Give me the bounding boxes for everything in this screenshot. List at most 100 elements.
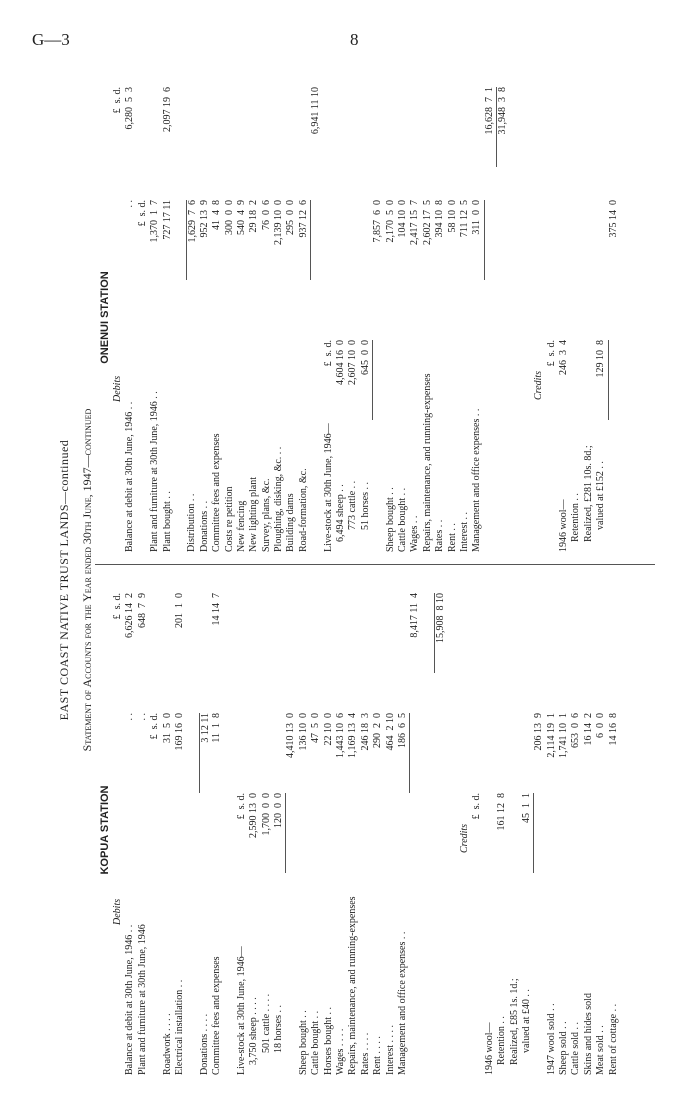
amount-c2: 41 4 8 [211, 200, 223, 230]
table-row: Donations . . . . 3 12 11 [198, 575, 213, 1075]
table-row: Rates . . 394 10 8 [434, 82, 446, 552]
amount-c1 [607, 340, 609, 420]
table-row: 15,908 8 10 [434, 575, 448, 1075]
table-row: Roadwork . . . . 31 5 0 [162, 575, 174, 1075]
amount-c2: 3 12 11 [198, 713, 213, 793]
amount-c2: £ s. d. [149, 713, 161, 740]
row-label: Cattle bought . . [310, 1010, 322, 1075]
table-row: Cattle bought . . 104 10 0 [397, 82, 409, 552]
row-label: Cattle bought . . [396, 487, 408, 552]
table-row: 501 cattle . . . . 1,700 0 0 [261, 575, 273, 1075]
table-row: Committee fees and expenses 41 4 8 [211, 82, 223, 552]
table-row: 1947 wool sold . . 2,114 19 1 [546, 575, 558, 1075]
amount-c2: 937 12 6 [297, 200, 309, 238]
row-label: valued at £40 . . [520, 989, 532, 1053]
amount-c3: 16,628 7 1 [483, 87, 495, 135]
document-title: EAST COAST NATIVE TRUST LANDS—continued [57, 439, 71, 721]
amount-c2: 206 13 9 [533, 713, 545, 751]
row-label: Realized, £281 10s. 8d.; [582, 445, 594, 542]
section-heading-row: Debits £ s. d. [112, 82, 124, 552]
row-label: 51 horses . . [359, 481, 371, 530]
amount-c2: 169 16 0 [173, 713, 185, 751]
row-label: Balance at debit at 30th June, 1946 . . [124, 401, 136, 552]
table-row: 206 13 9 [533, 575, 545, 1075]
row-label: Live-stock at 30th June, 1946— [322, 423, 334, 552]
row-label: 773 cattle . . [347, 480, 359, 530]
row-label: Roadwork . . . . [161, 1013, 173, 1075]
amount-c1 [372, 340, 374, 420]
table-row: Horses bought . . 22 10 0 [323, 575, 335, 1075]
table-row: Ploughing, disking, &c. . . 2,139 10 0 [273, 82, 285, 552]
row-label: Wages . . [409, 515, 421, 552]
row-label: Management and office expenses . . [396, 931, 408, 1075]
amount-c2: 711 12 5 [458, 200, 470, 238]
row-label: Retention . . [570, 493, 582, 542]
table-row: Cattle bought . . 47 5 0 [310, 575, 322, 1075]
kopua-accounts: Debits £ s. d. Balance at debit at 30th Ju… [112, 575, 620, 1075]
table-row: Interest . . 711 12 5 [459, 82, 471, 552]
row-label: Plant bought . . [161, 491, 173, 552]
amount-c2: 311 0 0 [471, 200, 483, 235]
table-row: Sheep bought . . 2,170 5 0 [385, 82, 397, 552]
table-row: Balance at debit at 30th June, 1946 . ..… [124, 82, 136, 552]
table-row: Balance at debit at 30th June, 1946 . ..… [124, 575, 136, 1075]
row-label: Repairs, maintenance, and running-expens… [421, 373, 433, 552]
amount-c1: 161 12 8 [496, 793, 508, 831]
amount-c3: 31,948 3 8 [496, 87, 510, 167]
table-row [447, 575, 459, 1075]
amount-c1: 246 3 4 [558, 340, 570, 375]
amount-c1: 1,700 0 0 [260, 793, 272, 836]
amount-c3: 6,941 11 10 [310, 87, 322, 135]
amount-c3: 6,626 14 2 [124, 593, 136, 638]
row-label: Balance at debit at 30th June, 1946 . . [124, 924, 136, 1075]
row-label: valued at £152 . . [595, 461, 607, 530]
table-row: 375 14 0 [607, 82, 620, 552]
amount-c2 [409, 713, 411, 793]
row-label: Rent . . [446, 523, 458, 552]
amount-c2: 1,443 10 6 [335, 713, 347, 758]
table-row: Plant bought . . 727 17 11 2,097 19 6 [162, 82, 174, 552]
row-label: Sheep bought . . [297, 1010, 309, 1075]
table-row [521, 82, 533, 552]
row-label: 1946 wool— [558, 499, 570, 553]
amount-c2: 76 0 6 [260, 200, 272, 230]
document-subtitle: Statement of Accounts for the Year ended… [80, 408, 94, 752]
table-row: Building dams 295 0 0 [285, 82, 297, 552]
amount-c2: 2,139 10 0 [273, 200, 285, 245]
amount-c2: 14 16 8 [607, 713, 619, 746]
amount-c2: 1,629 7 6 [186, 200, 200, 280]
section-heading: Credits [533, 370, 545, 400]
table-row: 773 cattle . . 2,607 10 0 [347, 82, 359, 552]
table-row: 31,948 3 8 [496, 82, 510, 552]
row-label: New fencing [235, 500, 247, 552]
amount-c2: 22 10 0 [322, 713, 334, 746]
amount-c2: 394 10 8 [434, 200, 446, 238]
station-title-kopua: KOPUA STATION [99, 785, 111, 875]
section-heading-row: Credits [459, 575, 471, 1075]
row-label: Electrical installation . . [173, 979, 185, 1075]
row-label: 1947 wool sold . . [545, 1003, 557, 1075]
amount-c2: 29 18 2 [248, 200, 260, 233]
amount-c3: 6,280 5 3 [124, 87, 136, 130]
section-heading-row: Credits [533, 82, 545, 552]
amount-c2: 47 5 0 [310, 713, 322, 743]
amount-c2: 31 5 0 [161, 713, 173, 743]
amount-c2: 653 0 6 [570, 713, 582, 748]
row-label: Interest . . [458, 512, 470, 552]
row-label: Meat sold . . [595, 1025, 607, 1075]
table-row: £ s. d. [546, 82, 558, 552]
table-row: Realized, £85 1s. 1d.; [509, 575, 521, 1075]
amount-c2 [483, 200, 485, 280]
row-label: Realized, £85 1s. 1d.; [508, 978, 520, 1065]
row-label: Rent of cottage . . [607, 1003, 619, 1075]
table-row: 1946 wool— 246 3 4 [558, 82, 570, 552]
amount-c3: 2,097 19 6 [161, 87, 173, 132]
amount-c3: 15,908 8 10 [434, 593, 448, 673]
table-row: New lighting plant 29 18 2 [248, 82, 260, 552]
table-row: Retention . . [570, 82, 582, 552]
row-label: Donations . . . . [198, 1013, 210, 1075]
table-row: Plant and furniture at 30th June, 1946 . … [137, 575, 149, 1075]
amount-c2: 727 17 11 [161, 200, 173, 240]
table-row: Costs re petition 300 0 0 [224, 82, 236, 552]
amount-c2: 6 0 0 [595, 713, 607, 738]
